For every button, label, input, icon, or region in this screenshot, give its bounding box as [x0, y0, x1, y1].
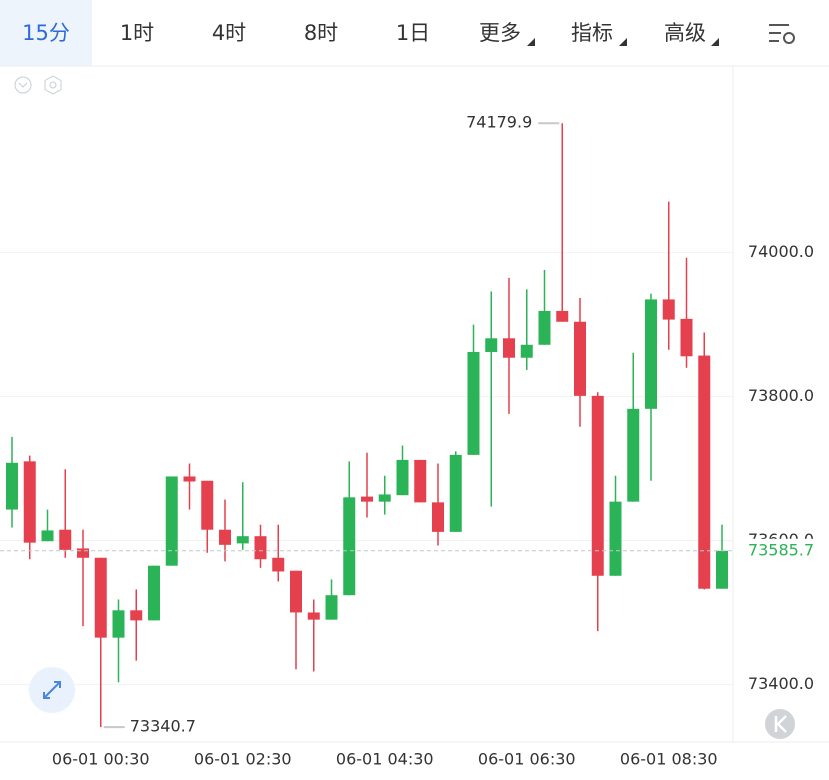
candle-body — [662, 299, 675, 320]
current-price-box — [738, 538, 829, 563]
candle-body — [591, 395, 604, 576]
candle-body — [77, 548, 89, 558]
candle-body — [627, 408, 640, 502]
toolbar-tab[interactable]: 更多 — [479, 21, 521, 45]
candle-body — [94, 557, 107, 638]
x-tick-label: 06-01 00:30 — [52, 750, 150, 769]
min-label: 73340.7 — [130, 717, 196, 736]
candle-body — [290, 570, 302, 613]
x-tick-label: 06-01 08:30 — [620, 750, 718, 769]
dropdown-arrow — [527, 38, 535, 46]
x-tick-label: 06-01 02:30 — [194, 750, 292, 769]
candle-body — [130, 610, 143, 621]
candle-body — [432, 502, 444, 532]
settings-hex-icon[interactable] — [44, 75, 62, 95]
toolbar-tab[interactable]: 高级 — [664, 21, 706, 45]
active-tab-bg — [0, 0, 92, 66]
candle-body — [645, 299, 657, 409]
plot — [0, 123, 733, 728]
dropdown-arrow — [619, 38, 627, 46]
candle-body — [467, 351, 480, 455]
candle-body — [112, 610, 125, 638]
candle-body — [254, 536, 267, 560]
fullscreen-glyph — [43, 681, 61, 699]
candle-body — [236, 536, 249, 544]
dropdown-arrow — [711, 38, 719, 46]
y-tick-label: 74000.0 — [748, 242, 814, 261]
y-tick-label: 73400.0 — [748, 674, 814, 693]
candle-body — [343, 497, 356, 596]
toolbar-tab[interactable]: 4时 — [212, 21, 246, 45]
candle-body — [59, 529, 72, 550]
candle-body — [219, 529, 231, 545]
candle-body — [272, 557, 285, 572]
candle-body — [396, 459, 409, 496]
candle-body — [485, 338, 498, 352]
candle-body — [378, 494, 391, 502]
candle-body — [6, 462, 18, 510]
candle-body — [201, 480, 214, 530]
collapse-icon[interactable] — [14, 76, 32, 94]
candle-body — [538, 310, 551, 345]
candle-body — [414, 459, 427, 503]
candle-body — [556, 310, 569, 322]
candle-body — [165, 476, 178, 566]
candle-body — [609, 501, 622, 576]
candle-body — [307, 612, 320, 620]
y-tick-label: 73800.0 — [748, 386, 814, 405]
current-price-label: 73585.7 — [748, 540, 814, 559]
candle-body — [361, 496, 373, 502]
candle-body — [325, 595, 338, 620]
x-tick-label: 06-01 06:30 — [478, 750, 576, 769]
candle-body — [680, 318, 693, 357]
candle-body — [23, 461, 36, 543]
settings-hex-dot — [49, 81, 57, 89]
candle-body — [716, 550, 728, 589]
candle-body — [183, 476, 196, 482]
candle-body — [449, 454, 462, 532]
scroll-latest-glyph — [774, 715, 787, 733]
toolbar-tab[interactable]: 1日 — [396, 21, 430, 45]
toolbar-tab[interactable]: 1时 — [120, 21, 154, 45]
candle-body — [520, 344, 533, 358]
scroll-latest-button[interactable] — [765, 709, 795, 739]
toolbar-tab[interactable]: 指标 — [571, 21, 613, 45]
max-label: 74179.9 — [466, 113, 532, 132]
collapse-icon-glyph — [18, 82, 28, 88]
x-tick-label: 06-01 04:30 — [336, 750, 434, 769]
candle-body — [41, 530, 54, 542]
candle-body — [148, 565, 160, 621]
toolbar-tab[interactable]: 8时 — [304, 21, 338, 45]
settings-icon[interactable] — [769, 24, 795, 44]
candle-body — [503, 338, 515, 358]
toolbar-tab[interactable]: 15分 — [22, 21, 70, 45]
candle-body — [698, 355, 711, 589]
candle-body — [574, 321, 586, 396]
